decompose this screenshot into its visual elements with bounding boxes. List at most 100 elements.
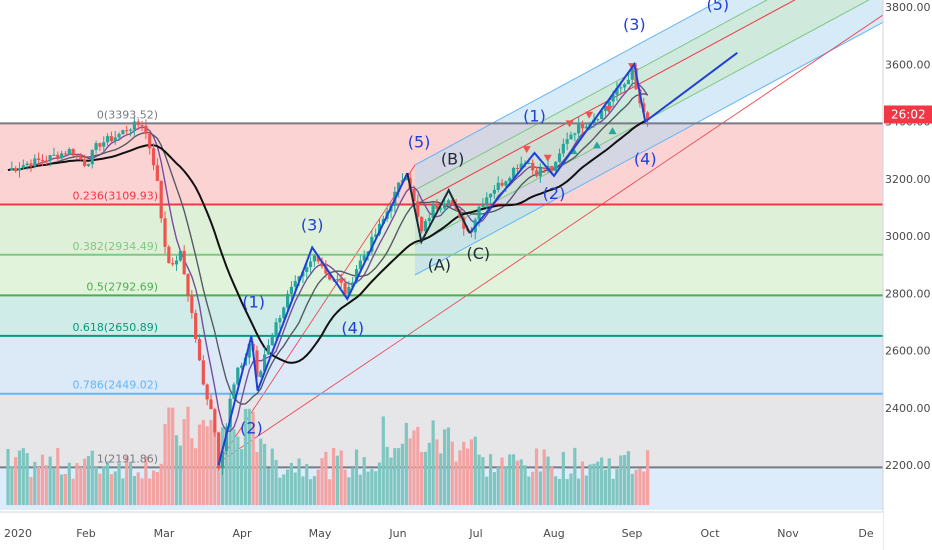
volume-bar <box>443 429 447 506</box>
candle-body <box>255 350 259 377</box>
candle-body <box>377 223 382 235</box>
last-price-tag[interactable] <box>884 105 932 124</box>
volume-bar <box>312 476 316 506</box>
wave-labels: (1) (2) (3) (4) (5) (A) (B) (C) (1) (2) (3) (4) (5) <box>240 0 729 438</box>
volume-bar <box>105 461 110 506</box>
volume-bar <box>121 478 125 506</box>
candle-body <box>263 354 267 372</box>
volume-bar <box>534 448 539 506</box>
candle-body <box>266 345 271 355</box>
volume-bar <box>33 461 37 506</box>
candle-body <box>121 130 125 135</box>
volume-bar <box>481 457 485 506</box>
candle-body <box>423 221 428 232</box>
candle-body <box>136 121 140 126</box>
volume-bar <box>458 450 462 506</box>
volume-bar <box>527 476 531 506</box>
volume-bar <box>48 456 52 506</box>
candle-body <box>82 159 87 166</box>
candle-body <box>519 163 523 170</box>
volume-bar <box>82 458 87 506</box>
volume-bar <box>263 443 267 506</box>
candle-body <box>102 142 106 147</box>
candle-body <box>209 399 213 410</box>
fib-zone <box>0 295 883 336</box>
candle-body <box>236 367 240 385</box>
candle-body <box>600 110 604 120</box>
volume-bar <box>354 449 359 506</box>
candle-body <box>29 163 33 167</box>
candle-body <box>603 106 608 111</box>
volume-bar <box>557 478 562 506</box>
volume-bar <box>374 471 378 506</box>
candle-body <box>515 168 519 170</box>
volume-bar <box>423 451 428 506</box>
price-axis[interactable]: 3800.003600.003400.003200.003000.002800.… <box>882 0 932 550</box>
candle-body <box>278 318 282 323</box>
candle-body <box>477 206 481 220</box>
volume-bar <box>439 453 443 506</box>
candle-body <box>178 250 182 261</box>
volume-bar <box>86 456 91 506</box>
volume-bar <box>255 451 259 506</box>
candle-body <box>312 255 316 262</box>
fib-level-label: 0.5(2792.69) <box>86 280 158 293</box>
signal-arrow <box>585 111 594 119</box>
volume-bar <box>240 449 244 506</box>
candle-body <box>557 153 562 162</box>
volume-bar <box>519 459 523 506</box>
volume-bar <box>282 474 286 506</box>
volume-bar <box>174 435 179 506</box>
volume-bar <box>580 461 585 506</box>
volume-bar <box>642 471 646 506</box>
candle-body <box>554 161 558 171</box>
candle-body <box>282 307 286 319</box>
volume-bar <box>125 455 129 506</box>
fib-zone <box>0 254 883 296</box>
candle-body <box>109 136 114 142</box>
price-tick-label: 2200.00 <box>885 459 931 472</box>
volume-bar <box>523 465 527 506</box>
volume-bar <box>542 449 546 506</box>
volume-bar <box>603 469 608 506</box>
candle-body <box>308 261 313 268</box>
time-tick-label: May <box>309 527 332 540</box>
volume-bar <box>21 448 25 506</box>
volume-bar <box>347 477 351 506</box>
volume-bar <box>611 478 615 506</box>
candle-body <box>619 87 623 89</box>
candle-body <box>343 282 347 294</box>
volume-bar <box>113 471 117 506</box>
time-axis[interactable]: 2020 Feb Mar Apr May Jun Jul Aug Sep Oct Nov De <box>0 511 883 550</box>
volume-bar <box>508 454 512 506</box>
candle-body <box>305 267 309 273</box>
ma-fast <box>7 82 649 433</box>
volume-bar <box>561 451 565 506</box>
candle-body <box>247 343 251 358</box>
candle-body <box>607 101 611 107</box>
fib-labels: 0(3393.52) 0.236(3109.93) 0.382(2934.49) 0.… <box>72 108 158 465</box>
volume-bar <box>565 479 569 506</box>
volume-bar <box>40 454 45 506</box>
volume-bar <box>117 463 121 506</box>
volume-bar <box>251 411 255 506</box>
candle-body <box>213 409 217 433</box>
candle-body <box>217 432 221 469</box>
volume-bar <box>148 478 152 506</box>
candle-body <box>171 263 175 265</box>
candle-body <box>584 126 588 129</box>
candle-body <box>14 168 18 171</box>
candle-body <box>228 398 232 428</box>
candle-body <box>546 165 550 169</box>
volume-bar <box>343 469 347 506</box>
candle-body <box>151 148 156 166</box>
candle-body <box>561 143 565 154</box>
candle-body <box>224 427 228 452</box>
volume-bar <box>136 472 140 506</box>
volume-bar <box>63 474 68 506</box>
time-axis-bg <box>0 512 883 550</box>
volume-bar <box>132 476 136 506</box>
candle-body <box>450 200 454 204</box>
